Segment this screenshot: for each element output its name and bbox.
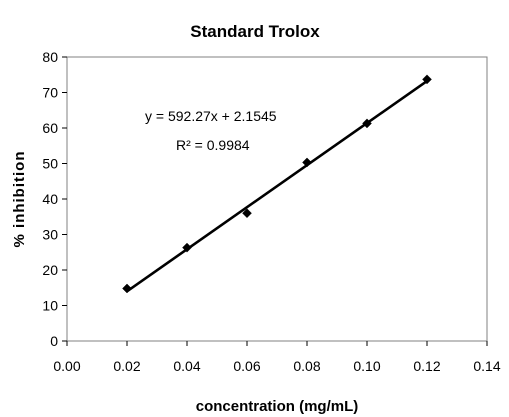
- x-tick-label: 0.08: [293, 358, 320, 374]
- data-point: [122, 283, 132, 294]
- x-tick-label: 0.12: [413, 358, 440, 374]
- x-tick-label: 0.14: [473, 358, 500, 374]
- y-tick-label: 70: [42, 85, 58, 101]
- y-tick-label: 50: [42, 156, 58, 172]
- data-point: [362, 118, 372, 129]
- trendline-path: [126, 79, 428, 293]
- chart-title: Standard Trolox: [190, 22, 320, 41]
- plot-area: [66, 56, 488, 342]
- trendline-equation: y = 592.27x + 2.1545: [145, 108, 277, 124]
- y-axis-label: % inhibition: [11, 151, 28, 248]
- data-points: [122, 74, 432, 294]
- y-tick-label: 10: [42, 298, 58, 314]
- y-tick-label: 80: [42, 49, 58, 65]
- trendline: [126, 79, 428, 293]
- data-point: [302, 157, 312, 168]
- y-axis: 0 10 20 30 40 50 60 70 80: [42, 49, 67, 349]
- x-tick-label: 0.04: [173, 358, 200, 374]
- y-tick-label: 20: [42, 262, 58, 278]
- data-point: [182, 242, 192, 253]
- x-axis: 0.00 0.02 0.04 0.06 0.08 0.10 0.12 0.14: [53, 341, 501, 374]
- x-tick-label: 0.02: [113, 358, 140, 374]
- y-tick-label: 0: [50, 333, 58, 349]
- y-tick-label: 30: [42, 227, 58, 243]
- x-tick-label: 0.00: [53, 358, 80, 374]
- y-tick-label: 60: [42, 120, 58, 136]
- r-squared-label: R² = 0.9984: [176, 137, 250, 153]
- x-tick-label: 0.10: [353, 358, 380, 374]
- data-point: [242, 208, 252, 219]
- y-tick-label: 40: [42, 191, 58, 207]
- data-point: [422, 74, 432, 85]
- x-axis-label: concentration (mg/mL): [196, 398, 359, 415]
- x-tick-label: 0.06: [233, 358, 260, 374]
